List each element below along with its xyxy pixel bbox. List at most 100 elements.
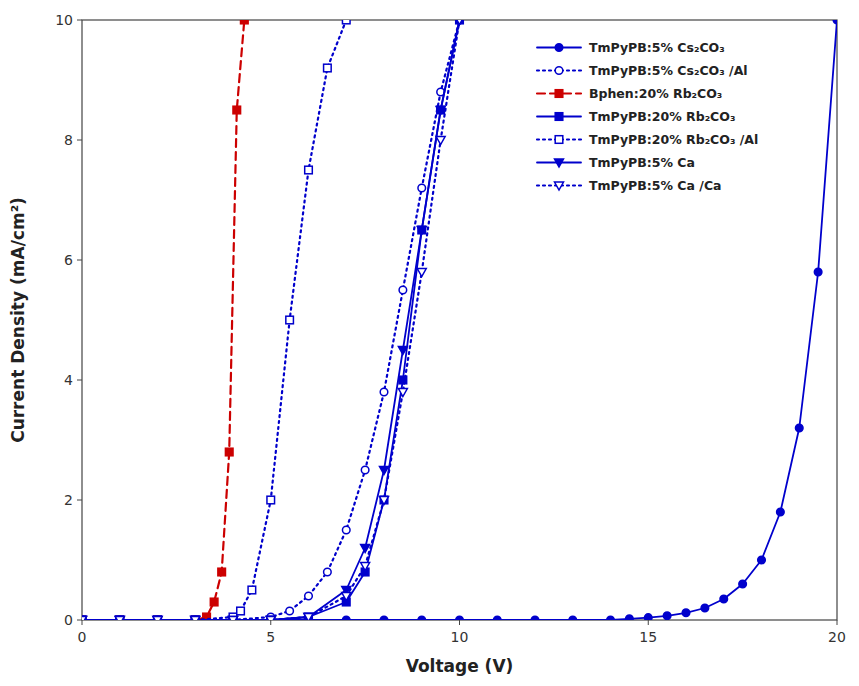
legend-marker: [555, 113, 563, 121]
data-point: [191, 616, 199, 620]
series: [82, 20, 464, 620]
data-point: [229, 617, 238, 621]
series-line: [82, 20, 460, 620]
x-tick-label: 20: [828, 629, 846, 645]
series-line: [82, 20, 460, 620]
data-point: [154, 616, 162, 620]
legend-item: TmPyPB:20% Rb₂CO₃: [537, 109, 735, 124]
data-point: [266, 617, 275, 621]
y-tick: [77, 260, 82, 261]
legend-label: TmPyPB:5% Cs₂CO₃ /Al: [589, 63, 748, 78]
data-point: [456, 616, 464, 620]
series-line: [82, 20, 460, 620]
data-point: [398, 389, 407, 397]
data-point: [361, 563, 370, 571]
legend-item: TmPyPB:5% Ca /Ca: [537, 178, 722, 193]
legend-marker: [555, 44, 563, 52]
data-point: [739, 580, 747, 588]
x-tick: [82, 620, 83, 625]
data-point: [286, 316, 294, 324]
data-point: [286, 607, 294, 615]
data-point: [456, 20, 464, 24]
data-point: [191, 616, 199, 620]
y-tick: [77, 140, 82, 141]
y-axis-label: Current Density (mA/cm²): [8, 197, 28, 443]
data-point: [154, 616, 162, 620]
chart-container: 051015200246810Voltage (V)Current Densit…: [0, 0, 859, 686]
plot-area: [82, 20, 837, 620]
data-point: [154, 616, 162, 620]
data-point: [82, 616, 86, 620]
data-point: [682, 609, 690, 617]
data-point: [436, 107, 445, 115]
data-point: [380, 497, 389, 505]
data-point: [153, 617, 162, 621]
data-point: [833, 20, 837, 24]
legend-label: TmPyPB:5% Ca /Ca: [589, 178, 722, 193]
data-point: [191, 616, 199, 620]
data-point: [380, 467, 389, 475]
series: [82, 20, 464, 620]
data-point: [241, 20, 249, 24]
data-point: [191, 617, 200, 621]
data-point: [418, 616, 426, 620]
data-point: [229, 617, 238, 621]
series-line: [82, 20, 346, 620]
series: [82, 20, 350, 620]
data-point: [305, 613, 313, 620]
data-point: [304, 614, 313, 621]
data-point: [380, 496, 388, 504]
data-point: [342, 526, 350, 534]
legend-item: TmPyPB:20% Rb₂CO₃ /Al: [537, 132, 758, 147]
data-point: [398, 347, 407, 355]
plot-frame: [82, 20, 837, 620]
data-point: [304, 614, 313, 621]
data-point: [266, 617, 275, 621]
legend-item: Bphen:20% Rb₂CO₃: [537, 86, 722, 101]
data-point: [380, 616, 388, 620]
x-tick: [837, 620, 838, 625]
data-point: [380, 388, 388, 396]
legend-item: TmPyPB:5% Cs₂CO₃: [537, 40, 725, 55]
data-point: [225, 448, 233, 456]
data-point: [82, 616, 86, 620]
legend-marker: [555, 67, 563, 75]
data-point: [191, 617, 200, 621]
data-point: [305, 166, 313, 174]
y-tick-label: 8: [64, 132, 73, 148]
data-point: [455, 20, 464, 25]
data-point: [342, 593, 351, 601]
data-point: [814, 268, 822, 276]
data-point: [436, 137, 445, 145]
data-point: [82, 616, 86, 620]
data-point: [82, 616, 86, 620]
data-point: [456, 20, 464, 24]
data-point: [237, 607, 245, 615]
series-line: [82, 20, 837, 620]
data-point: [399, 286, 407, 294]
data-point: [233, 106, 241, 114]
data-point: [626, 615, 634, 620]
legend-marker: [555, 182, 564, 190]
legend: TmPyPB:5% Cs₂CO₃ TmPyPB:5% Cs₂CO₃ /Al Bphe…: [537, 40, 758, 193]
series: [82, 20, 463, 620]
data-point: [720, 595, 728, 603]
data-point: [229, 616, 237, 620]
data-point: [305, 592, 313, 600]
data-point: [191, 616, 199, 620]
x-tick: [270, 620, 271, 625]
y-tick-label: 4: [64, 372, 73, 388]
legend-marker: [555, 136, 563, 144]
data-point: [324, 64, 332, 72]
data-point: [229, 616, 237, 620]
data-point: [418, 226, 426, 234]
axes: 051015200246810: [55, 12, 846, 645]
x-tick-label: 5: [266, 629, 275, 645]
data-point: [116, 616, 124, 620]
data-point: [218, 568, 226, 576]
y-tick: [77, 620, 82, 621]
data-point: [417, 269, 426, 277]
data-point: [267, 616, 275, 620]
data-point: [342, 20, 350, 24]
data-point: [342, 616, 350, 620]
